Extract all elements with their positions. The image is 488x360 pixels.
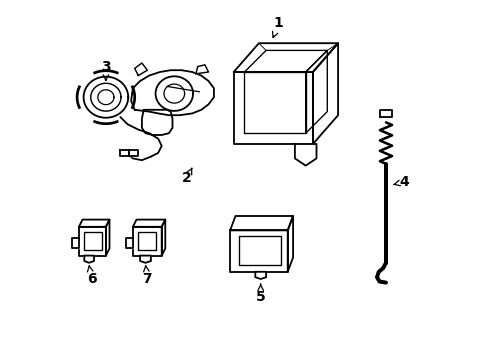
Polygon shape: [106, 220, 109, 256]
Polygon shape: [230, 216, 292, 230]
Polygon shape: [140, 256, 151, 263]
Polygon shape: [120, 150, 129, 156]
Polygon shape: [79, 220, 109, 227]
Polygon shape: [134, 63, 147, 76]
Polygon shape: [287, 216, 292, 272]
Polygon shape: [125, 238, 133, 248]
Text: 3: 3: [101, 60, 110, 80]
Polygon shape: [233, 72, 312, 144]
Text: 1: 1: [272, 17, 283, 37]
Polygon shape: [379, 110, 392, 117]
Polygon shape: [142, 110, 172, 135]
Polygon shape: [79, 227, 106, 256]
Text: 4: 4: [393, 175, 409, 189]
Polygon shape: [129, 150, 138, 156]
Polygon shape: [131, 70, 213, 115]
Text: 7: 7: [142, 266, 152, 286]
Polygon shape: [230, 230, 287, 272]
Polygon shape: [72, 238, 79, 248]
Text: 2: 2: [182, 168, 191, 185]
Polygon shape: [294, 144, 316, 166]
Polygon shape: [162, 220, 165, 256]
Polygon shape: [84, 256, 94, 263]
Polygon shape: [133, 220, 165, 227]
Polygon shape: [233, 43, 337, 72]
Polygon shape: [312, 43, 337, 144]
Polygon shape: [196, 65, 208, 74]
Text: 5: 5: [255, 284, 265, 304]
Polygon shape: [255, 272, 265, 279]
Text: 6: 6: [86, 266, 96, 286]
Polygon shape: [133, 227, 162, 256]
